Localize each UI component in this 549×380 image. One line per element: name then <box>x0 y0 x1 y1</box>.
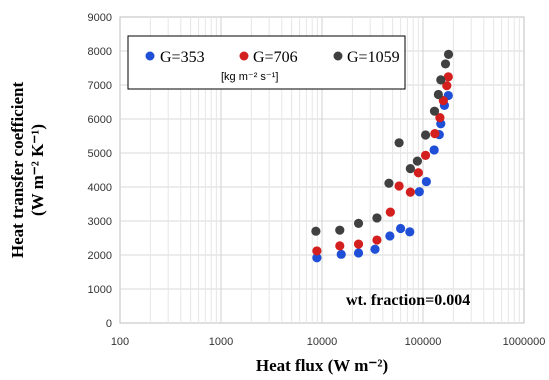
legend: G=353 G=706 G=1059 [kg m⁻² s⁻¹] <box>127 35 406 90</box>
x-tick-label: 1000 <box>209 336 233 348</box>
legend-marker-g706 <box>239 51 249 61</box>
annotation: wt. fraction=0.004 <box>346 292 470 309</box>
data-point-series-0 <box>353 248 364 258</box>
data-point-series-1 <box>335 241 345 251</box>
y-tick-label: 0 <box>106 318 112 330</box>
data-point-series-0 <box>429 145 439 155</box>
data-point-series-0 <box>385 231 395 241</box>
x-tick-label: 100 <box>111 336 129 348</box>
data-point-series-1 <box>413 168 423 178</box>
y-tick-label: 2000 <box>88 250 112 262</box>
data-point-series-1 <box>353 239 364 249</box>
data-point-series-2 <box>436 75 446 85</box>
data-point-series-2 <box>372 213 382 223</box>
data-point-series-2 <box>384 178 394 188</box>
data-point-series-2 <box>429 106 440 116</box>
y-tick-label: 1000 <box>88 284 112 296</box>
legend-box <box>127 35 406 90</box>
data-point-series-1 <box>442 81 452 91</box>
data-point-series-1 <box>405 187 415 197</box>
y-tick-label: 4000 <box>88 182 112 194</box>
data-points <box>311 49 454 263</box>
x-axis-title: Heat flux (W m⁻²) <box>256 356 388 375</box>
data-point-series-1 <box>438 96 448 106</box>
x-tick-label: 100000 <box>405 336 442 348</box>
legend-label-g353: G=353 <box>160 49 205 66</box>
data-point-series-1 <box>312 246 322 256</box>
legend-marker-g1059 <box>333 51 343 61</box>
data-point-series-0 <box>414 187 424 197</box>
data-point-series-2 <box>440 59 451 69</box>
data-point-series-2 <box>443 49 454 60</box>
y-tick-label: 7000 <box>88 80 112 92</box>
data-point-series-2 <box>394 138 404 148</box>
y-tick-label: 6000 <box>88 114 112 126</box>
data-point-series-1 <box>435 113 445 123</box>
data-point-series-1 <box>372 235 382 245</box>
data-point-series-0 <box>336 249 346 259</box>
data-point-series-0 <box>405 227 415 237</box>
y-axis-title-line1: Heat transfer coefficient <box>8 82 27 259</box>
data-point-series-1 <box>430 129 440 139</box>
data-point-series-0 <box>395 223 406 234</box>
y-tick-label: 8000 <box>88 46 112 58</box>
legend-label-g1059: G=1059 <box>347 49 400 66</box>
data-point-series-0 <box>312 253 322 263</box>
y-tick-label: 3000 <box>88 216 112 228</box>
data-point-series-2 <box>420 130 431 140</box>
data-point-series-0 <box>421 176 431 187</box>
y-tick-label: 9000 <box>88 12 112 24</box>
y-tick-label: 5000 <box>88 148 112 160</box>
legend-label-g706: G=706 <box>253 49 298 66</box>
data-point-series-0 <box>370 244 380 254</box>
axis-ticks: 0 1000 2000 3000 4000 5000 6000 7000 8000 9000 100… <box>88 12 546 348</box>
data-point-series-1 <box>394 181 404 191</box>
x-tick-label: 1000000 <box>503 336 546 348</box>
data-point-series-2 <box>311 226 321 236</box>
data-point-series-2 <box>405 164 415 174</box>
data-point-series-1 <box>385 207 395 217</box>
data-point-series-2 <box>335 225 345 235</box>
legend-marker-g353 <box>145 51 155 61</box>
data-point-series-2 <box>433 89 443 100</box>
data-point-series-2 <box>412 156 422 166</box>
data-point-series-1 <box>420 150 431 160</box>
x-tick-label: 10000 <box>307 336 338 348</box>
legend-unit: [kg m⁻² s⁻¹] <box>221 71 278 83</box>
data-point-series-1 <box>443 72 453 82</box>
data-point-series-2 <box>353 218 364 228</box>
y-axis-title-line2: (W m⁻² K⁻¹) <box>28 124 47 216</box>
